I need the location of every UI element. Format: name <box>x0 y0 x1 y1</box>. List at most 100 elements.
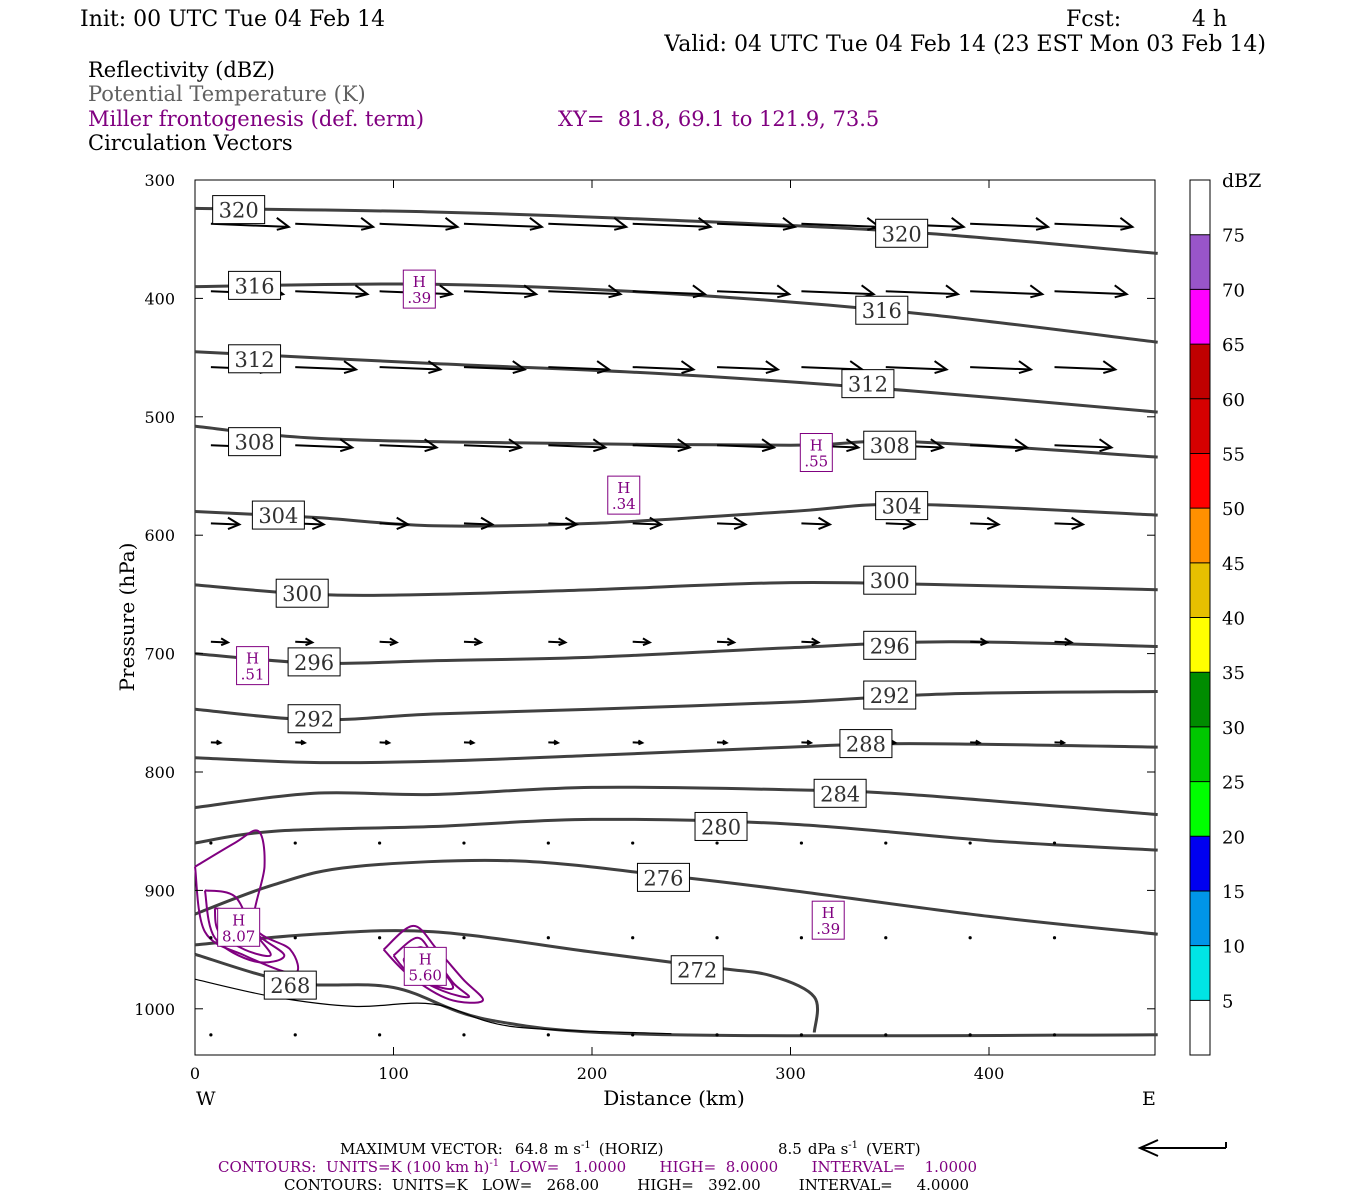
circulation-vector <box>632 516 664 530</box>
circulation-vector <box>546 841 550 845</box>
circulation-vector <box>885 284 961 299</box>
svg-text:5.60: 5.60 <box>409 966 442 984</box>
colorbar-label: 10 <box>1222 937 1245 958</box>
frontogenesis-max-label: H5.60 <box>403 946 447 986</box>
svg-text:304: 304 <box>882 495 922 519</box>
svg-text:296: 296 <box>870 634 910 658</box>
circulation-vector <box>970 360 1034 375</box>
colorbar-label: 30 <box>1222 718 1245 739</box>
svg-text:276: 276 <box>643 866 683 890</box>
frontogenesis-max-label: H.39 <box>811 900 845 940</box>
circulation-vector <box>463 739 476 746</box>
svg-text:272: 272 <box>677 959 717 983</box>
colorbar-label: 20 <box>1222 827 1245 848</box>
reference-vector <box>1137 1139 1227 1157</box>
y-tick-label: 300 <box>144 171 175 190</box>
circulation-vector <box>1054 217 1135 231</box>
colorbar-label: 60 <box>1222 390 1245 411</box>
theta-label: 288 <box>839 729 893 759</box>
svg-text:304: 304 <box>258 504 298 528</box>
theta-label: 304 <box>875 491 929 521</box>
svg-text:320: 320 <box>882 222 922 246</box>
theta-contour-304 <box>194 502 1158 528</box>
circulation-vector <box>632 739 645 746</box>
circulation-vector <box>463 284 539 299</box>
circulation-vector <box>799 1033 804 1037</box>
circulation-vector <box>717 217 798 231</box>
svg-text:312: 312 <box>235 348 275 372</box>
y-tick-label: 600 <box>144 526 175 545</box>
svg-text:.34: .34 <box>612 495 636 513</box>
circulation-vector <box>293 936 297 940</box>
svg-text:280: 280 <box>701 815 741 839</box>
colorbar-label: 40 <box>1222 609 1245 630</box>
y-tick-label: 500 <box>144 408 175 427</box>
circulation-vector <box>717 516 748 530</box>
circulation-vectors <box>209 217 1135 1037</box>
colorbar-swatch <box>1190 672 1210 727</box>
svg-text:308: 308 <box>870 434 910 458</box>
svg-text:.51: .51 <box>241 666 265 684</box>
circulation-vector <box>379 217 460 231</box>
circulation-vector <box>799 841 804 845</box>
colorbar-unit: dBZ <box>1222 170 1261 192</box>
frontogenesis-max-label: H8.07 <box>217 907 261 947</box>
circulation-vector <box>548 284 623 299</box>
footer-fronto-contours: CONTOURS: UNITS=K (100 km h)-1 LOW= 1.000… <box>218 1158 977 1176</box>
circulation-vector <box>379 438 439 453</box>
circulation-vector <box>462 1033 466 1037</box>
circulation-vector <box>970 438 1030 453</box>
theta-label: 308 <box>228 427 282 457</box>
circulation-vector <box>1054 739 1067 746</box>
circulation-vector <box>970 637 990 647</box>
y-tick-label: 900 <box>144 881 175 900</box>
circulation-vector <box>210 739 223 746</box>
svg-text:300: 300 <box>870 569 910 593</box>
footer-max-vector: MAXIMUM VECTOR: 64.8 m s-1 (HORIZ) <box>340 1140 663 1158</box>
colorbar-label: 65 <box>1222 335 1245 356</box>
theta-contour-284 <box>194 785 1158 817</box>
init-time: Init: 00 UTC Tue 04 Feb 14 <box>80 7 385 32</box>
circulation-vector <box>884 936 888 940</box>
colorbar-label: 15 <box>1222 882 1245 903</box>
circulation-vector <box>632 360 696 375</box>
circulation-vector <box>715 841 719 845</box>
circulation-vector <box>1054 637 1074 647</box>
colorbar-swatch <box>1190 453 1210 509</box>
theta-label: 280 <box>694 811 748 841</box>
circulation-vector <box>1054 438 1114 453</box>
circulation-vector <box>463 637 484 647</box>
frontogenesis-max-label: H.51 <box>236 646 270 686</box>
colorbar-label: 55 <box>1222 444 1245 465</box>
colorbar-label: 50 <box>1222 499 1245 520</box>
colorbar-swatch <box>1190 289 1210 345</box>
svg-text:292: 292 <box>294 708 334 732</box>
svg-text:312: 312 <box>848 373 888 397</box>
svg-text:268: 268 <box>270 974 310 998</box>
colorbar: 5 10 15 20 25 30 35 40 45 50 55 60 65 70 75 <box>1189 179 1245 1056</box>
x-axis-title: Distance (km) <box>603 1086 745 1110</box>
colorbar-label: 25 <box>1222 773 1245 794</box>
x-tick-label: 100 <box>378 1064 409 1083</box>
circulation-vector <box>548 438 608 453</box>
circulation-vector <box>631 841 635 845</box>
y-tick-label: 800 <box>144 763 175 782</box>
theta-label: 284 <box>813 778 867 808</box>
circulation-vector <box>1052 841 1057 845</box>
svg-text:H: H <box>246 650 259 668</box>
circulation-vector <box>632 284 708 299</box>
colorbar-label: 75 <box>1222 226 1245 247</box>
forecast-hour: 4 h <box>1192 7 1227 32</box>
y-tick-label: 400 <box>144 289 175 308</box>
theta-label: 296 <box>863 630 917 660</box>
svg-text:316: 316 <box>862 299 902 323</box>
svg-text:H: H <box>822 904 835 922</box>
circulation-vector <box>884 1033 888 1037</box>
forecast-label: Fcst: <box>1066 7 1121 32</box>
theta-label: 316 <box>855 295 909 325</box>
colorbar-swatch <box>1190 836 1210 891</box>
frontogenesis-max-label: H.55 <box>799 433 833 473</box>
cross-section-endpoints: XY= 81.8, 69.1 to 121.9, 73.5 <box>558 107 879 131</box>
colorbar-swatch <box>1190 562 1210 618</box>
